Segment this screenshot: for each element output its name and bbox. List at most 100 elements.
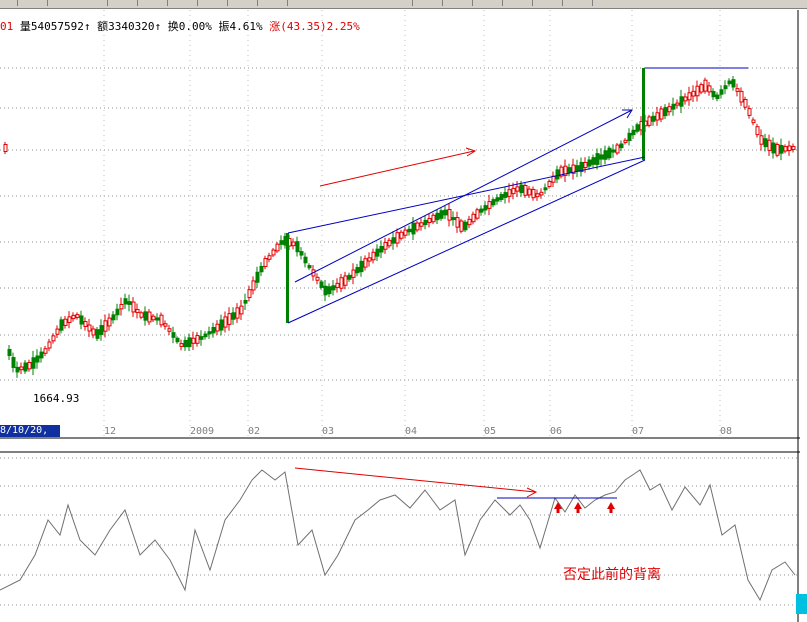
candle-body (519, 184, 524, 194)
candle-body (159, 314, 164, 326)
candle-body (167, 328, 172, 332)
toolbar-button[interactable] (430, 0, 443, 6)
toolbar-button[interactable] (95, 0, 108, 6)
candle-body (383, 241, 388, 250)
candle-body (339, 277, 344, 289)
x-tick-label: 06 (550, 426, 563, 437)
candle-body (71, 314, 76, 320)
toolbar-button[interactable] (400, 0, 413, 6)
candle-body (99, 325, 104, 335)
candle-body (767, 139, 772, 151)
volume-value: 量54057592 (19, 20, 84, 33)
change-value: (43.35)2.25% (280, 20, 360, 33)
toolbar-button[interactable] (215, 0, 228, 6)
candle-body (295, 241, 300, 253)
candle-body (303, 256, 308, 264)
candle-body (711, 90, 716, 98)
candle-body (571, 164, 576, 174)
candle-body (483, 205, 488, 211)
candle-body (651, 115, 656, 122)
candle-body (91, 328, 96, 336)
x-tick-label: 05 (484, 426, 497, 437)
candle-body (319, 281, 324, 288)
toolbar-button[interactable] (580, 0, 593, 6)
candle-body (235, 307, 240, 319)
candle-body (347, 274, 352, 280)
candle-body (647, 116, 652, 126)
toolbar-button[interactable] (275, 0, 288, 6)
candle-body (59, 319, 64, 331)
candle-body (475, 209, 480, 219)
candle-body (683, 96, 688, 102)
toolbar-button[interactable] (125, 0, 138, 6)
toolbar (0, 0, 807, 9)
candle-body (527, 188, 532, 196)
candle-body (679, 96, 684, 107)
candle-body (255, 271, 260, 283)
candle-body (279, 240, 284, 245)
candle-body (535, 193, 540, 198)
candle-body (111, 314, 116, 321)
candle-body (435, 212, 440, 221)
candle-body (107, 317, 112, 327)
candle-body (655, 112, 660, 121)
candle-body (199, 336, 204, 340)
candle-body (715, 94, 720, 100)
candle-body (523, 185, 528, 196)
toolbar-button[interactable] (490, 0, 503, 6)
candle-body (411, 222, 416, 235)
candle-body (727, 80, 732, 85)
candle-body (355, 267, 360, 274)
candle-body (27, 361, 32, 370)
candle-body (315, 276, 320, 281)
candle-body (3, 143, 8, 153)
candle-body (263, 258, 268, 267)
candle-body (499, 194, 504, 200)
candle-body (375, 248, 380, 257)
candle-body (775, 143, 780, 156)
toolbar-button[interactable] (155, 0, 168, 6)
candle-body (415, 222, 420, 231)
toolbar-button[interactable] (35, 0, 48, 6)
candle-body (63, 318, 68, 326)
candle-body (739, 90, 744, 103)
red-arrow-head (526, 487, 538, 498)
toolbar-button[interactable] (185, 0, 198, 6)
candle-body (195, 335, 200, 344)
candle-body (343, 275, 348, 286)
candle-body (163, 323, 168, 327)
quote-info-bar: 01 量54057592↑ 额3340320↑ 换0.00% 振4.61% 涨(… (0, 18, 360, 34)
candle-body (179, 343, 184, 347)
candle-body (563, 165, 568, 176)
toolbar-button[interactable] (460, 0, 473, 6)
candle-body (423, 219, 428, 226)
toolbar-button[interactable] (520, 0, 533, 6)
oscillator-line (0, 469, 796, 602)
candle-body (735, 88, 740, 92)
candle-body (391, 237, 396, 244)
candle-body (595, 153, 600, 165)
toolbar-button[interactable] (245, 0, 258, 6)
candle-body (327, 286, 332, 295)
turnover-value: 换0.00% (167, 20, 212, 33)
x-tick-label: 08 (720, 426, 733, 437)
candle-body (603, 150, 608, 160)
candle-body (175, 337, 180, 343)
candle-body (691, 90, 696, 97)
candle-body (547, 181, 552, 187)
candle-body (267, 255, 272, 260)
candle-body (215, 323, 220, 332)
candle-body (451, 217, 456, 221)
candle-body (671, 103, 676, 110)
candle-body (531, 188, 536, 199)
candle-body (427, 218, 432, 223)
candle-body (83, 321, 88, 327)
candle-body (115, 308, 120, 316)
candle-body (23, 362, 28, 372)
toolbar-button[interactable] (5, 0, 18, 6)
candle-body (87, 324, 92, 332)
candle-body (191, 337, 196, 344)
toolbar-button[interactable] (550, 0, 563, 6)
candle-body (619, 143, 624, 149)
candle-body (439, 210, 444, 219)
